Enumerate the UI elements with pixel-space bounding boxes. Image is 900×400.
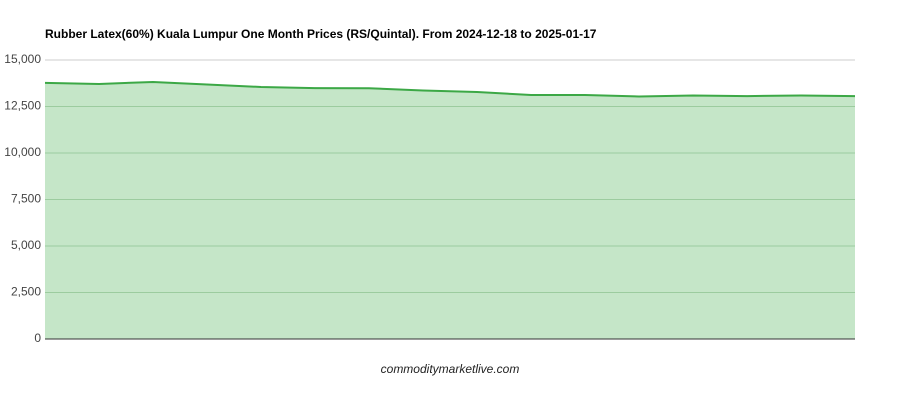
y-tick-label: 2,500: [11, 285, 41, 299]
y-tick-label: 12,500: [4, 99, 41, 113]
y-tick-label: 15,000: [4, 52, 41, 66]
chart-title: Rubber Latex(60%) Kuala Lumpur One Month…: [45, 27, 597, 41]
y-tick-label: 0: [34, 331, 41, 345]
y-tick-label: 10,000: [4, 145, 41, 159]
area: [45, 81, 855, 339]
y-tick-label: 7,500: [11, 192, 41, 206]
source: commoditymarketlive.com: [381, 362, 520, 376]
y-tick-label: 5,000: [11, 238, 41, 252]
line: [44, 80, 856, 98]
